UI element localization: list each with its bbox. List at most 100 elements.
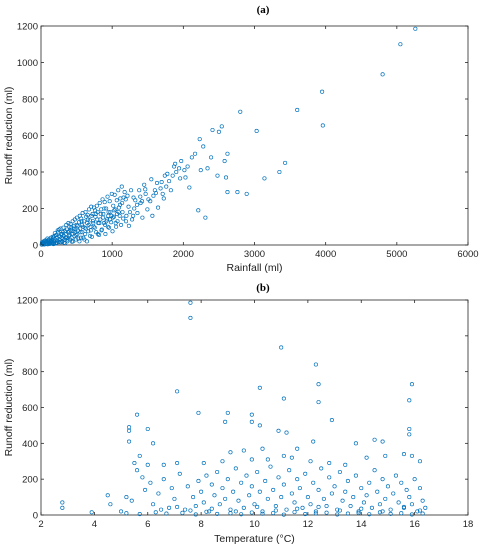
data-point — [114, 224, 119, 229]
data-point — [287, 468, 292, 473]
data-point — [74, 232, 79, 238]
data-point — [122, 190, 127, 195]
data-point — [143, 187, 148, 192]
data-point — [239, 512, 244, 517]
data-point — [271, 510, 276, 516]
data-point — [183, 175, 188, 180]
x-tick-label: 12 — [303, 519, 314, 530]
data-point — [115, 219, 120, 224]
data-point — [249, 412, 254, 417]
data-point — [124, 511, 129, 516]
y-tick-label: 1000 — [17, 331, 38, 342]
data-point — [95, 210, 100, 215]
data-point — [303, 471, 308, 476]
data-point — [114, 198, 119, 203]
data-point — [105, 224, 110, 229]
data-point — [225, 190, 230, 195]
data-point — [117, 213, 122, 218]
data-point — [135, 211, 140, 216]
data-point — [88, 224, 93, 229]
data-point — [198, 168, 203, 173]
data-point — [90, 211, 95, 217]
data-point — [295, 107, 300, 113]
data-point — [297, 486, 302, 491]
data-point — [123, 197, 128, 202]
data-point — [118, 196, 123, 201]
data-point — [76, 236, 81, 241]
data-point — [62, 240, 67, 245]
data-point — [158, 186, 163, 191]
data-point — [111, 203, 116, 208]
data-point — [164, 184, 169, 189]
data-point — [223, 175, 229, 180]
data-point — [335, 507, 340, 512]
data-point — [260, 446, 265, 451]
data-point — [396, 500, 401, 505]
data-point — [201, 500, 206, 505]
data-point — [364, 455, 369, 460]
data-point — [193, 512, 198, 517]
data-point — [84, 239, 89, 244]
data-point — [161, 462, 166, 467]
data-point — [407, 398, 412, 403]
data-point — [167, 179, 172, 184]
data-point — [417, 508, 423, 513]
data-point — [209, 155, 214, 160]
data-point — [247, 493, 252, 498]
data-point — [106, 213, 111, 218]
data-point — [265, 496, 270, 501]
y-tick-label: 0 — [33, 241, 38, 252]
y-tick-label: 600 — [22, 403, 38, 414]
data-point — [393, 473, 398, 478]
data-point — [74, 215, 79, 220]
data-point — [72, 217, 77, 222]
data-point — [348, 503, 353, 509]
x-tick-label: 4 — [92, 519, 97, 530]
data-point — [79, 216, 84, 221]
data-point — [98, 217, 103, 222]
data-point — [138, 200, 143, 206]
data-point — [233, 509, 238, 514]
data-point — [65, 237, 70, 242]
data-point — [124, 213, 129, 218]
data-point — [383, 496, 388, 501]
data-point — [300, 505, 305, 510]
data-point — [94, 203, 99, 208]
data-point — [189, 155, 194, 160]
x-tick-label: 0 — [38, 249, 43, 260]
data-point — [260, 511, 265, 516]
data-point — [420, 511, 425, 516]
data-point — [383, 453, 388, 458]
data-point — [273, 503, 278, 509]
y-tick-label: 800 — [22, 367, 38, 378]
data-point — [126, 204, 131, 209]
data-point — [79, 222, 84, 227]
data-point — [113, 207, 118, 212]
data-point — [178, 176, 183, 181]
data-point — [196, 208, 201, 213]
data-point — [311, 439, 316, 444]
data-point — [276, 475, 281, 480]
data-point — [151, 193, 156, 198]
panel-a-y-axis-label: Runoff reduction (ml) — [3, 87, 15, 185]
data-point — [257, 489, 262, 494]
data-point — [69, 225, 74, 230]
data-point — [175, 504, 180, 509]
data-point — [295, 506, 300, 511]
y-tick-label: 1200 — [17, 22, 38, 33]
data-point — [197, 137, 202, 142]
x-tick-label: 6000 — [457, 249, 478, 260]
data-point — [313, 511, 318, 516]
data-point — [391, 491, 396, 496]
data-point — [191, 495, 196, 500]
y-tick-label: 600 — [22, 131, 38, 142]
x-tick-label: 2000 — [173, 249, 194, 260]
data-point — [417, 459, 423, 464]
data-point — [359, 486, 364, 491]
data-point — [179, 159, 184, 164]
data-point — [257, 385, 262, 390]
data-point — [124, 495, 129, 500]
data-point — [143, 487, 148, 492]
data-point — [153, 190, 158, 196]
